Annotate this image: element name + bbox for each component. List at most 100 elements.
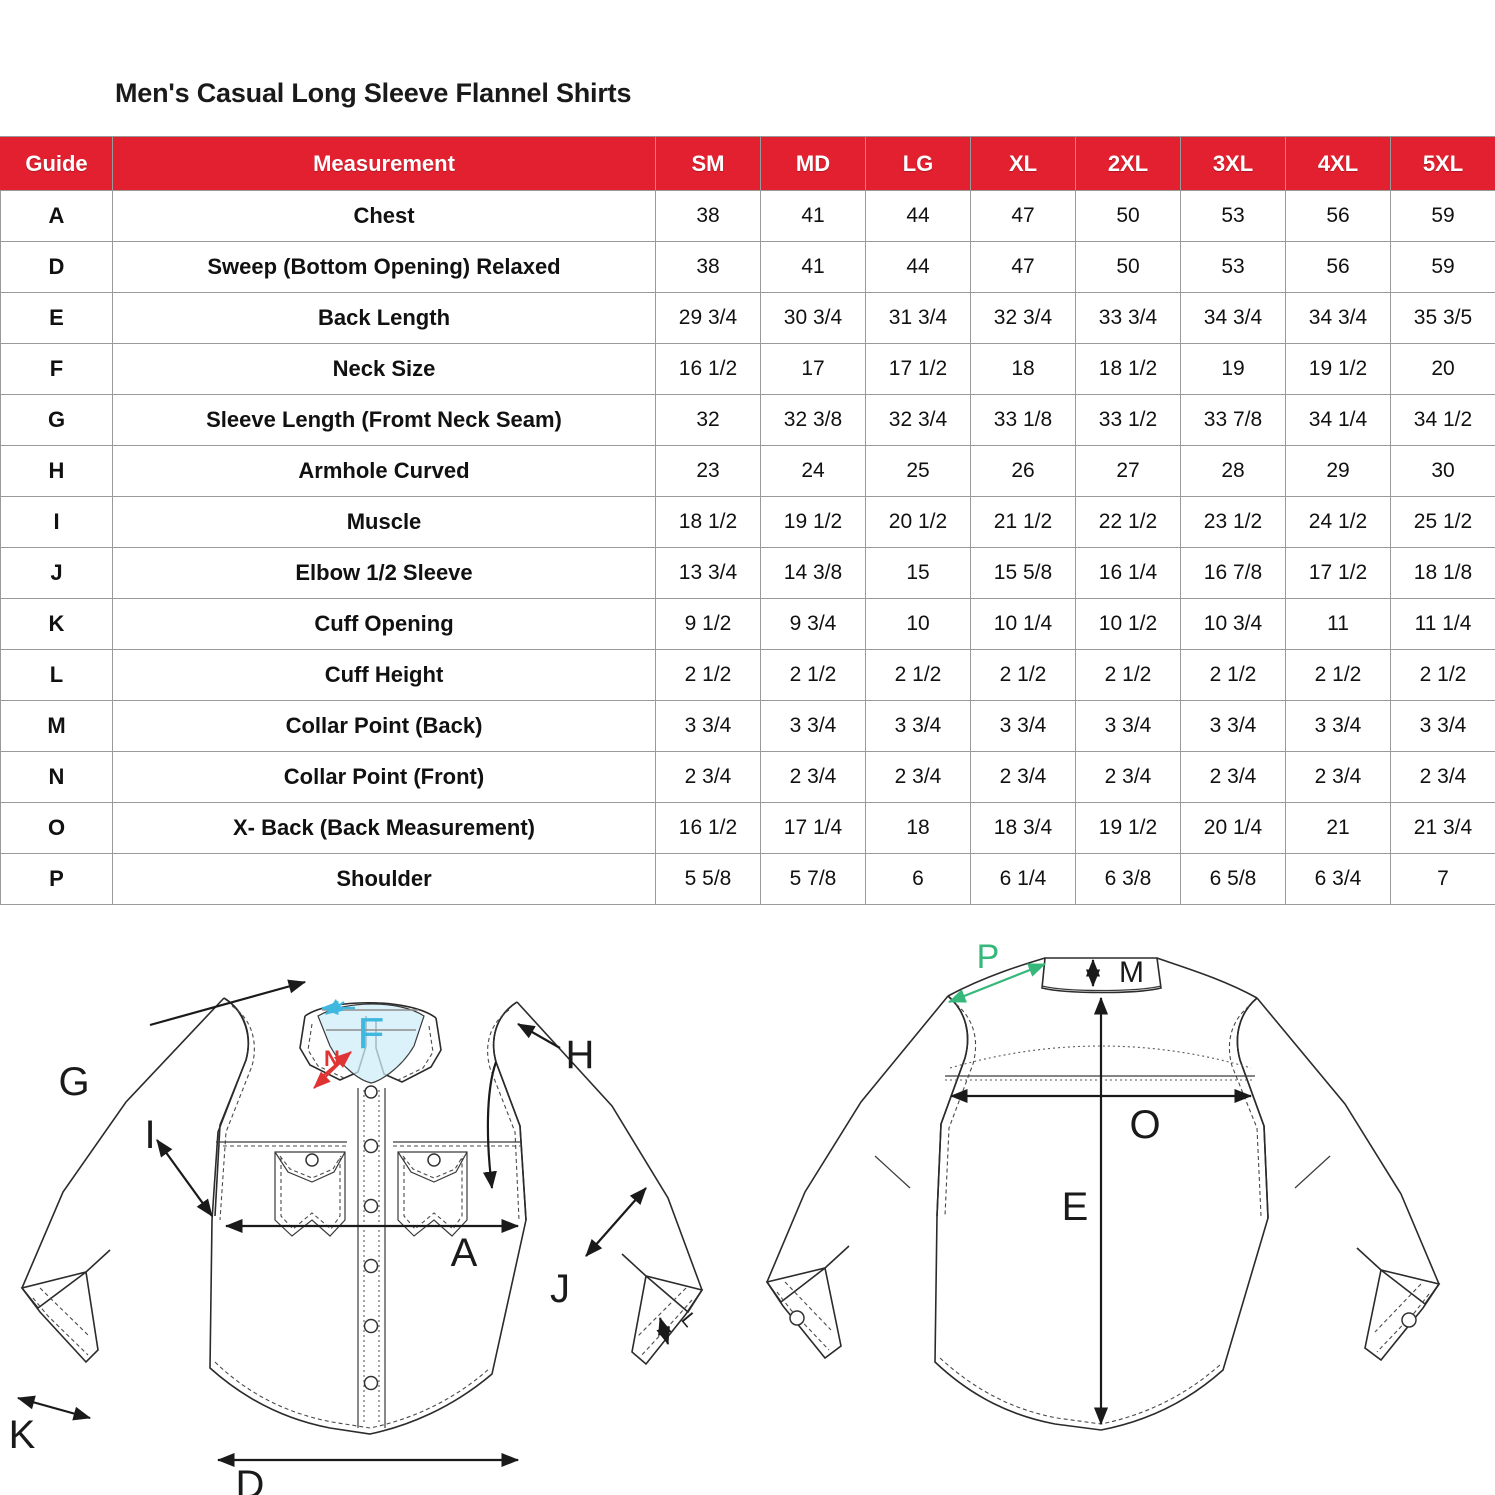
back-label-O: O: [1129, 1103, 1160, 1147]
value-cell: 2 1/2: [970, 649, 1076, 701]
value-cell: 22 1/2: [1075, 496, 1181, 548]
value-cell: 6 1/4: [970, 853, 1076, 905]
table-row: P Shoulder 5 5/8 5 7/8 6 6 1/4 6 3/8 6 5/8 6 3/4…: [0, 853, 1495, 905]
measurement-cell: Chest: [112, 190, 656, 242]
column-header-lg: LG: [865, 136, 971, 191]
value-cell: 2 3/4: [1075, 751, 1181, 803]
value-cell: 10 1/2: [1075, 598, 1181, 650]
value-cell: 6 3/4: [1285, 853, 1391, 905]
guide-cell: G: [0, 394, 113, 446]
value-cell: 6: [865, 853, 971, 905]
value-cell: 17 1/4: [760, 802, 866, 854]
value-cell: 5 7/8: [760, 853, 866, 905]
guide-cell: D: [0, 241, 113, 293]
guide-cell: J: [0, 547, 113, 599]
value-cell: 35 3/5: [1390, 292, 1495, 344]
guide-cell: A: [0, 190, 113, 242]
table-row: O X- Back (Back Measurement) 16 1/2 17 1/4 1…: [0, 802, 1495, 854]
measurement-cell: Elbow 1/2 Sleeve: [112, 547, 656, 599]
measurement-cell: Armhole Curved: [112, 445, 656, 497]
front-label-A: A: [451, 1231, 478, 1275]
value-cell: 3 3/4: [1075, 700, 1181, 752]
measurement-cell: Muscle: [112, 496, 656, 548]
value-cell: 10: [865, 598, 971, 650]
value-cell: 17: [760, 343, 866, 395]
value-cell: 32 3/8: [760, 394, 866, 446]
value-cell: 24 1/2: [1285, 496, 1391, 548]
value-cell: 18 3/4: [970, 802, 1076, 854]
value-cell: 2 3/4: [1180, 751, 1286, 803]
value-cell: 6 3/8: [1075, 853, 1181, 905]
value-cell: 18 1/2: [1075, 343, 1181, 395]
value-cell: 3 3/4: [865, 700, 971, 752]
value-cell: 38: [655, 190, 761, 242]
measurement-cell: Sweep (Bottom Opening) Relaxed: [112, 241, 656, 293]
guide-cell: M: [0, 700, 113, 752]
value-cell: 53: [1180, 241, 1286, 293]
diagram-area: G I K D A H J L F N: [0, 920, 1495, 1495]
value-cell: 32: [655, 394, 761, 446]
value-cell: 34 1/4: [1285, 394, 1391, 446]
value-cell: 29 3/4: [655, 292, 761, 344]
value-cell: 30: [1390, 445, 1495, 497]
guide-cell: O: [0, 802, 113, 854]
value-cell: 44: [865, 190, 971, 242]
value-cell: 5 5/8: [655, 853, 761, 905]
guide-cell: I: [0, 496, 113, 548]
value-cell: 18: [970, 343, 1076, 395]
size-table-container: Guide Measurement SM MD LG XL 2XL 3XL 4X…: [0, 136, 1495, 905]
column-header-5xl: 5XL: [1390, 136, 1495, 191]
value-cell: 41: [760, 190, 866, 242]
value-cell: 59: [1390, 190, 1495, 242]
value-cell: 2 3/4: [655, 751, 761, 803]
value-cell: 19 1/2: [1285, 343, 1391, 395]
value-cell: 18 1/2: [655, 496, 761, 548]
value-cell: 20: [1390, 343, 1495, 395]
table-row: L Cuff Height 2 1/2 2 1/2 2 1/2 2 1/2 2 1/2 2 1…: [0, 649, 1495, 701]
value-cell: 30 3/4: [760, 292, 866, 344]
value-cell: 10 1/4: [970, 598, 1076, 650]
value-cell: 16 1/2: [655, 802, 761, 854]
value-cell: 32 3/4: [865, 394, 971, 446]
value-cell: 34 3/4: [1285, 292, 1391, 344]
measurement-cell: Collar Point (Front): [112, 751, 656, 803]
value-cell: 2 1/2: [1390, 649, 1495, 701]
value-cell: 21 3/4: [1390, 802, 1495, 854]
value-cell: 9 1/2: [655, 598, 761, 650]
guide-cell: E: [0, 292, 113, 344]
table-row: K Cuff Opening 9 1/2 9 3/4 10 10 1/4 10 1/2 10 …: [0, 598, 1495, 650]
value-cell: 2 3/4: [1285, 751, 1391, 803]
value-cell: 56: [1285, 241, 1391, 293]
value-cell: 19: [1180, 343, 1286, 395]
value-cell: 20 1/4: [1180, 802, 1286, 854]
size-table: Guide Measurement SM MD LG XL 2XL 3XL 4X…: [0, 136, 1495, 905]
value-cell: 3 3/4: [1285, 700, 1391, 752]
value-cell: 19 1/2: [1075, 802, 1181, 854]
value-cell: 15 5/8: [970, 547, 1076, 599]
column-header-measurement: Measurement: [112, 136, 656, 191]
value-cell: 2 1/2: [760, 649, 866, 701]
value-cell: 44: [865, 241, 971, 293]
guide-cell: K: [0, 598, 113, 650]
value-cell: 47: [970, 241, 1076, 293]
value-cell: 13 3/4: [655, 547, 761, 599]
value-cell: 11: [1285, 598, 1391, 650]
value-cell: 53: [1180, 190, 1286, 242]
value-cell: 33 1/2: [1075, 394, 1181, 446]
value-cell: 3 3/4: [1180, 700, 1286, 752]
value-cell: 18: [865, 802, 971, 854]
column-header-3xl: 3XL: [1180, 136, 1286, 191]
guide-cell: N: [0, 751, 113, 803]
measurement-cell: Cuff Opening: [112, 598, 656, 650]
value-cell: 3 3/4: [655, 700, 761, 752]
value-cell: 2 1/2: [655, 649, 761, 701]
table-row: A Chest 38 41 44 47 50 53 56 59: [0, 190, 1495, 242]
value-cell: 59: [1390, 241, 1495, 293]
value-cell: 34 3/4: [1180, 292, 1286, 344]
value-cell: 56: [1285, 190, 1391, 242]
column-header-sm: SM: [655, 136, 761, 191]
value-cell: 11 1/4: [1390, 598, 1495, 650]
value-cell: 2 3/4: [760, 751, 866, 803]
value-cell: 33 1/8: [970, 394, 1076, 446]
